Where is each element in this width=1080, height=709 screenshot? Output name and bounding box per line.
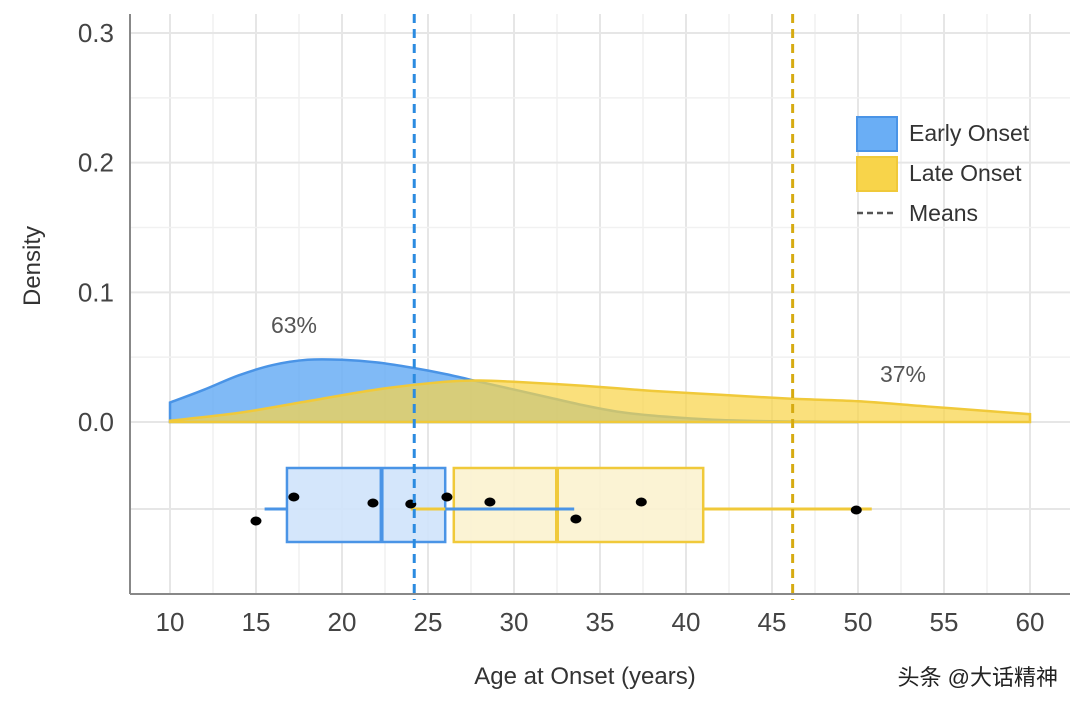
x-tick-label: 25 [414,607,443,637]
x-axis-title: Age at Onset (years) [474,663,695,690]
x-tick-label: 30 [500,607,529,637]
x-tick-label: 60 [1016,607,1045,637]
x-tick-label: 10 [156,607,185,637]
density-curves [168,358,1032,424]
x-tick-label: 55 [930,607,959,637]
y-tick-labels: 0.0 0.1 0.2 0.3 [78,18,114,437]
x-tick-labels: 10 15 20 25 30 35 40 45 50 55 60 [156,607,1045,637]
data-point [441,492,453,502]
share-label-early-onset: 63% [271,312,317,338]
legend-swatch-early-onset [856,116,898,152]
legend-label-means: Means [909,200,978,226]
y-tick-label: 0.0 [78,407,114,437]
data-point [635,497,647,507]
data-point [288,492,300,502]
y-tick-label: 0.3 [78,18,114,48]
watermark-text: 头条 @大话精神 [898,665,1058,690]
x-tick-label: 35 [586,607,615,637]
x-tick-label: 40 [672,607,701,637]
box-early-onset [285,466,447,544]
axes [129,14,1070,595]
share-label-late-onset: 37% [880,361,926,387]
x-tick-label: 45 [758,607,787,637]
x-tick-label: 50 [844,607,873,637]
data-point [250,516,262,526]
legend-label-early-onset: Early Onset [909,120,1030,146]
legend-label-late-onset: Late Onset [909,160,1022,186]
x-tick-label: 15 [242,607,271,637]
y-tick-label: 0.1 [78,277,114,307]
box-late-onset [452,466,705,544]
data-point [367,498,379,508]
annotations: 63% 37% [271,312,926,387]
mean-lines [412,14,795,600]
data-point [484,497,496,507]
data-point [570,514,582,524]
legend: Early Onset Late Onset Means [856,116,1030,226]
y-tick-label: 0.2 [78,148,114,178]
data-point [850,505,862,515]
x-tick-label: 20 [328,607,357,637]
density-late-onset [168,379,1032,424]
boxplots [264,466,872,544]
y-axis-title: Density [19,226,46,306]
legend-swatch-late-onset [856,156,898,192]
